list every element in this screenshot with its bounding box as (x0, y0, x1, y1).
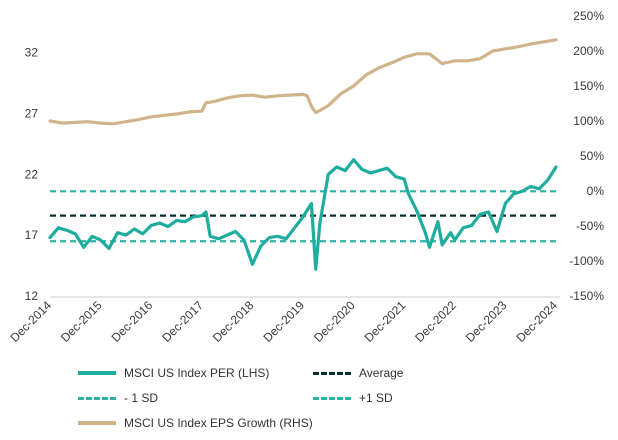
y-left-tick-label: 17 (25, 228, 39, 242)
x-tick-label: Dec-2019 (260, 298, 307, 345)
legend-item-per: MSCI US Index PER (LHS) (78, 366, 269, 380)
legend: MSCI US Index PER (LHS) Average - 1 SD +… (78, 366, 598, 436)
y-right-tick-label: -50% (576, 219, 604, 233)
y-right-tick-label: 100% (573, 114, 604, 128)
legend-swatch-per (78, 371, 116, 375)
x-tick-label: Dec-2022 (412, 298, 459, 345)
y-right-tick-label: -100% (569, 254, 604, 268)
series-line-eps (48, 38, 558, 126)
legend-label-average: Average (359, 366, 404, 380)
legend-swatch-minus-sd (78, 396, 116, 400)
x-tick-label: Dec-2016 (109, 298, 156, 345)
legend-label-eps: MSCI US Index EPS Growth (RHS) (124, 416, 313, 430)
legend-swatch-eps (78, 421, 116, 425)
y-right-tick-label: 150% (573, 79, 604, 93)
legend-swatch-average (313, 371, 351, 375)
x-tick-label: Dec-2020 (311, 298, 358, 345)
y-right-tick-label: 0% (587, 184, 605, 198)
legend-item-average: Average (313, 366, 403, 380)
y-left-tick-label: 27 (25, 106, 39, 120)
x-tick-label: Dec-2023 (463, 298, 510, 345)
legend-swatch-plus-sd (313, 396, 351, 400)
legend-item-eps: MSCI US Index EPS Growth (RHS) (78, 416, 313, 430)
y-right-tick-label: -150% (569, 289, 604, 303)
y-left-tick-label: 12 (25, 289, 39, 303)
y-right-tick-label: 50% (580, 149, 604, 163)
y-right-tick-label: 250% (573, 9, 604, 23)
series-line-per (48, 158, 558, 271)
y-left-tick-label: 22 (25, 167, 39, 181)
x-tick-label: Dec-2014 (7, 298, 54, 345)
x-tick-label: Dec-2017 (159, 298, 206, 345)
y-right-tick-label: 200% (573, 44, 604, 58)
legend-label-minus-sd: - 1 SD (124, 391, 159, 405)
legend-label-per: MSCI US Index PER (LHS) (124, 366, 270, 380)
legend-item-plus-sd: +1 SD (313, 391, 393, 405)
x-tick-label: Dec-2021 (362, 298, 409, 345)
x-tick-label: Dec-2015 (58, 298, 105, 345)
x-tick-label: Dec-2024 (513, 298, 560, 345)
y-left-tick-label: 32 (25, 46, 39, 60)
legend-item-minus-sd: - 1 SD (78, 391, 158, 405)
x-tick-label: Dec-2018 (210, 298, 257, 345)
legend-label-plus-sd: +1 SD (359, 391, 393, 405)
